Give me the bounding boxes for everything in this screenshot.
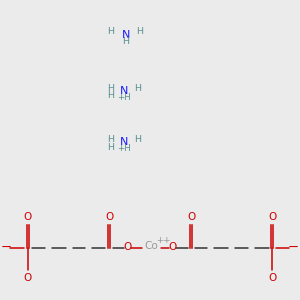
Text: +H: +H [118,144,131,153]
Text: N: N [122,29,130,40]
Text: H: H [107,142,114,152]
Text: O: O [105,212,113,223]
Text: H: H [108,27,115,36]
Text: Co: Co [144,241,158,251]
Text: N: N [120,136,128,147]
Text: O: O [187,212,195,223]
Text: −: − [1,241,12,254]
Text: O: O [168,242,177,253]
Text: −: − [287,241,298,254]
Text: H: H [122,37,129,46]
Text: H: H [107,92,114,100]
Text: +H: +H [118,93,131,102]
Text: H: H [108,84,115,93]
Text: H: H [134,135,141,144]
Text: O: O [268,273,276,284]
Text: O: O [24,212,32,223]
Text: H: H [136,27,143,36]
Text: H: H [108,135,115,144]
Text: O: O [24,273,32,284]
Text: H: H [134,84,141,93]
Text: O: O [123,242,131,253]
Text: ++: ++ [156,236,171,245]
Text: O: O [268,212,276,223]
Text: N: N [120,85,128,96]
